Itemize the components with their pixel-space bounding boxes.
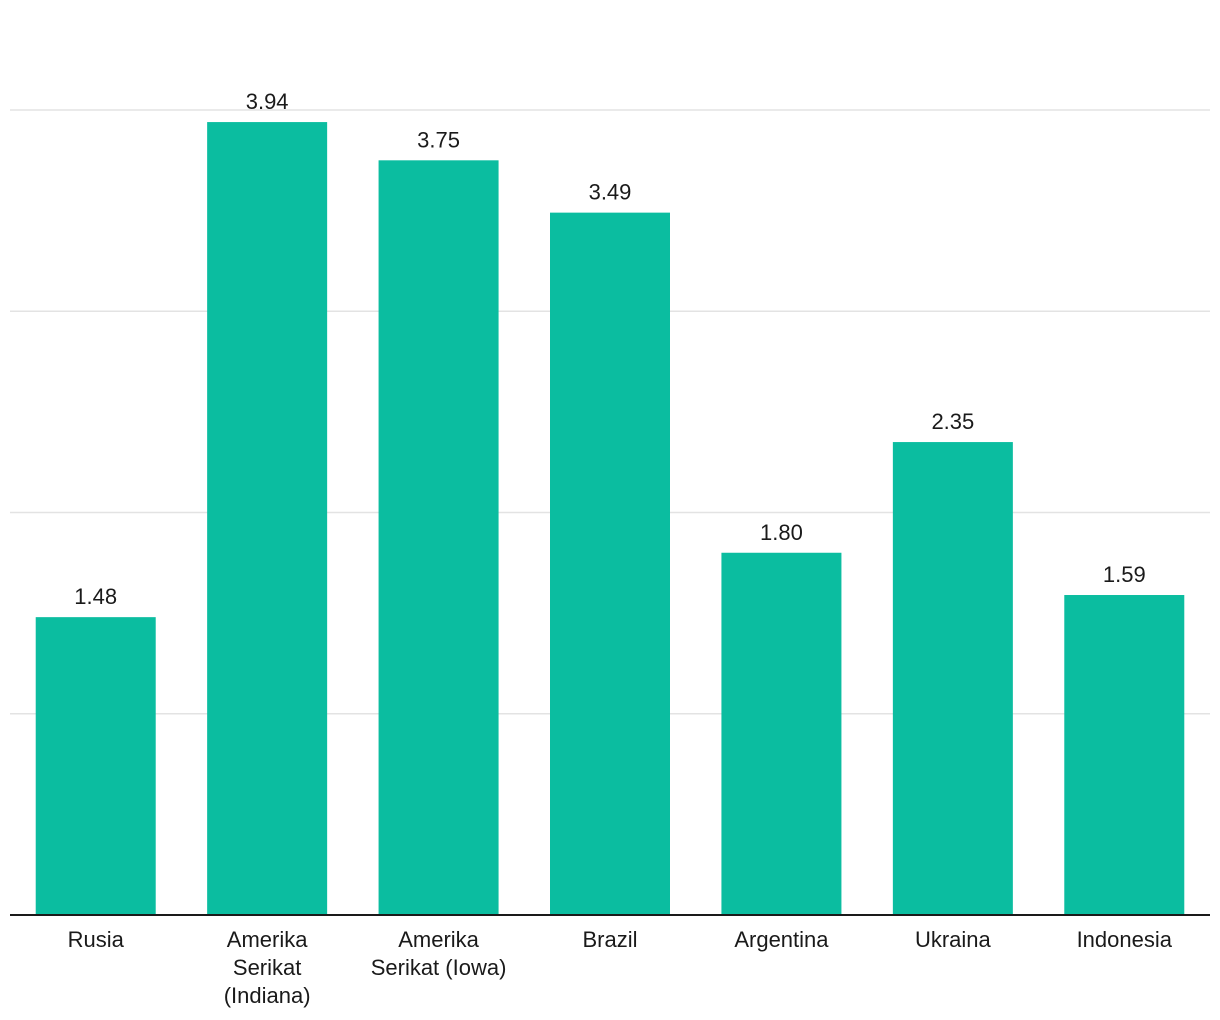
bar <box>35 617 156 915</box>
category-label-line: Argentina <box>734 927 829 952</box>
bar-value-label: 1.48 <box>74 584 117 609</box>
bar-value-label: 1.80 <box>760 520 803 545</box>
bar-value-label: 2.35 <box>931 409 974 434</box>
category-label: Amerika Serikat (Indiana) <box>224 927 311 1008</box>
value-labels: 1.48 3.94 3.75 3.49 1.80 2.35 1.59 <box>74 89 1145 609</box>
category-label-line: Ukraina <box>915 927 992 952</box>
bar <box>378 160 499 915</box>
category-labels: Rusia Amerika Serikat (Indiana) Amerika Serik… <box>68 927 1173 1008</box>
category-label-line: Amerika <box>398 927 479 952</box>
bar-value-label: 1.59 <box>1103 562 1146 587</box>
category-label: Indonesia <box>1077 927 1173 952</box>
bar <box>721 552 842 915</box>
bar-value-label: 3.75 <box>417 127 460 152</box>
category-label-line: Amerika <box>227 927 308 952</box>
bar-value-label: 3.94 <box>246 89 289 114</box>
category-label: Rusia <box>68 927 125 952</box>
category-label-line: Rusia <box>68 927 125 952</box>
bar-value-label: 3.49 <box>589 180 632 205</box>
bar <box>892 442 1013 915</box>
category-label: Brazil <box>582 927 637 952</box>
bars <box>35 122 1185 915</box>
bar <box>1064 595 1185 915</box>
category-label-line: (Indiana) <box>224 983 311 1008</box>
category-label: Ukraina <box>915 927 992 952</box>
category-label-line: Indonesia <box>1077 927 1173 952</box>
category-label-line: Brazil <box>582 927 637 952</box>
bar <box>207 122 328 915</box>
bar <box>550 212 670 915</box>
category-label: Amerika Serikat (Iowa) <box>371 927 507 980</box>
category-label-line: Serikat (Iowa) <box>371 955 507 980</box>
category-label-line: Serikat <box>233 955 301 980</box>
category-label: Argentina <box>734 927 829 952</box>
